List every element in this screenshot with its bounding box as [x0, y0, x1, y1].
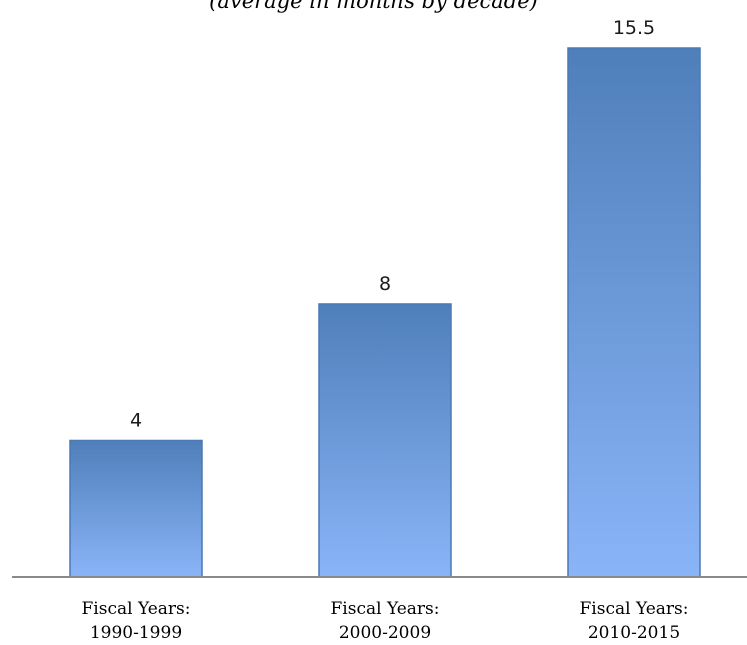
labels-layer: 4 Fiscal Years: 1990-1999 8 Fiscal Years: 200…: [82, 17, 689, 643]
bar-1: [69, 439, 203, 578]
category-label-3-line-1: Fiscal Years:: [580, 599, 689, 619]
bar-2: [318, 303, 452, 578]
category-label-2-line-1: Fiscal Years:: [331, 599, 440, 619]
category-label-1-line-2: 1990-1999: [90, 623, 182, 643]
category-label-1-line-1: Fiscal Years:: [82, 599, 191, 619]
chart-subtitle: (average in months by decade): [209, 0, 538, 13]
bar-3: [567, 47, 701, 578]
bars-layer: [69, 47, 701, 578]
value-label-1: 4: [130, 409, 142, 431]
value-label-2: 8: [379, 273, 391, 295]
category-label-2-line-2: 2000-2009: [339, 623, 431, 643]
value-label-3: 15.5: [613, 17, 655, 39]
category-label-3-line-2: 2010-2015: [588, 623, 680, 643]
